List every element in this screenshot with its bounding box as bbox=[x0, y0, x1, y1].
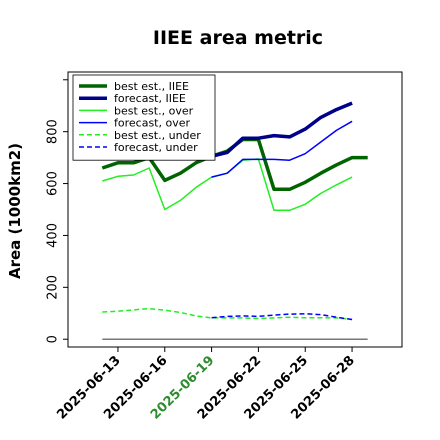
series-line bbox=[211, 120, 353, 178]
legend-entry: best est., IIEE bbox=[114, 80, 189, 93]
y-tick-label: 600 bbox=[46, 171, 61, 196]
series-line bbox=[102, 307, 353, 321]
series-line bbox=[102, 158, 353, 212]
y-tick-label: 400 bbox=[46, 223, 61, 248]
legend-entry: best est., over bbox=[114, 104, 194, 117]
plot-frame bbox=[67, 71, 403, 348]
legend-entry: forecast, over bbox=[114, 117, 190, 130]
y-tick-label: 0 bbox=[46, 335, 61, 343]
y-tick-label: 800 bbox=[46, 119, 61, 144]
series-line bbox=[211, 101, 353, 158]
chart-title: IIEE area metric bbox=[153, 27, 323, 49]
legend-entry: forecast, under bbox=[114, 141, 198, 154]
legend-box bbox=[72, 74, 216, 161]
legend-entry: best est., under bbox=[114, 129, 201, 142]
legend-entry: forecast, IIEE bbox=[114, 92, 186, 105]
y-tick-label: 200 bbox=[46, 275, 61, 300]
y-axis-label: Area (1000km2) bbox=[6, 143, 24, 279]
